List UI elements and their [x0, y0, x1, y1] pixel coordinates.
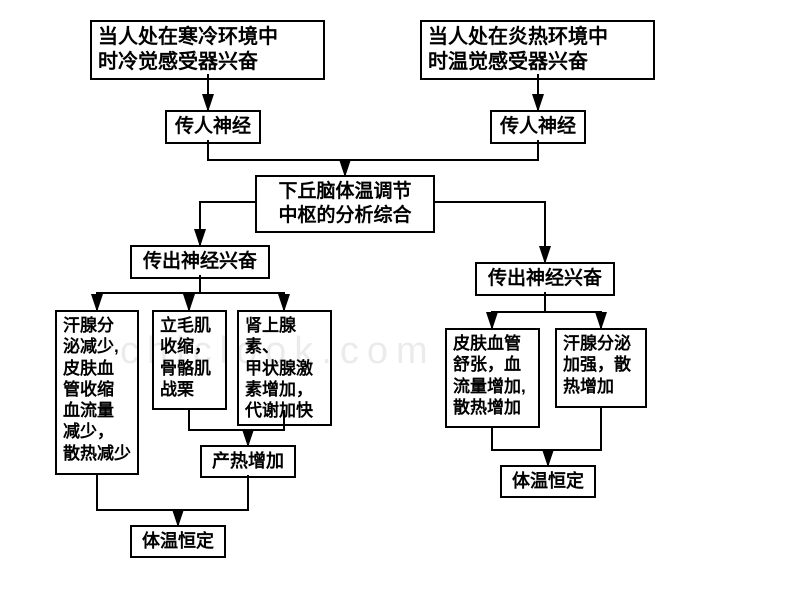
node-cold_start: 当人处在寒冷环境中 时冷觉感受器兴奋	[90, 20, 325, 80]
node-efferent_r: 传出神经兴奋	[475, 262, 615, 296]
node-hot_e1: 皮肤血管 舒张，血 流量增加, 散热增加	[445, 328, 540, 428]
node-efferent_l: 传出神经兴奋	[130, 245, 270, 279]
node-const_r: 体温恒定	[500, 465, 596, 498]
edge-hot_e1-to-const_r	[492, 428, 548, 465]
node-hypothalamus: 下丘脑体温调节 中枢的分析综合	[255, 175, 435, 233]
node-heat_inc: 产热增加	[200, 445, 296, 478]
node-hot_start: 当人处在炎热环境中 时温觉感受器兴奋	[420, 20, 655, 80]
edge-cold_e1-to-const_l	[97, 475, 178, 525]
edge-efferent_l-to-cold_e2	[189, 275, 200, 310]
edge-afferent_r-to-hypothalamus	[345, 140, 538, 175]
edge-efferent_r-to-hot_e2	[545, 292, 601, 328]
edge-efferent_l-to-cold_e3	[200, 275, 284, 310]
node-cold_e1: 汗腺分 泌减少, 皮肤血 管收缩 血流量 减少， 散热减少	[55, 310, 139, 475]
node-cold_e2: 立毛肌 收缩， 骨骼肌 战栗	[152, 310, 227, 410]
node-afferent_l: 传人神经	[165, 110, 261, 144]
edge-afferent_l-to-hypothalamus	[208, 140, 345, 175]
node-const_l: 体温恒定	[130, 525, 226, 558]
arrow-layer	[0, 0, 800, 600]
edge-efferent_r-to-hot_e1	[492, 292, 545, 328]
node-afferent_r: 传人神经	[490, 110, 586, 144]
edge-efferent_l-to-cold_e1	[97, 275, 200, 310]
edge-heat_inc-to-const_l	[178, 475, 248, 525]
node-hot_e2: 汗腺分泌 加强，散 热增加	[555, 328, 647, 408]
edge-hot_e2-to-const_r	[548, 408, 601, 465]
node-cold_e3: 肾上腺素、 甲状腺激 素增加， 代谢加快	[237, 310, 332, 426]
edge-hypothalamus-to-efferent_r	[435, 202, 545, 262]
edge-hypothalamus-to-efferent_l	[200, 202, 255, 245]
